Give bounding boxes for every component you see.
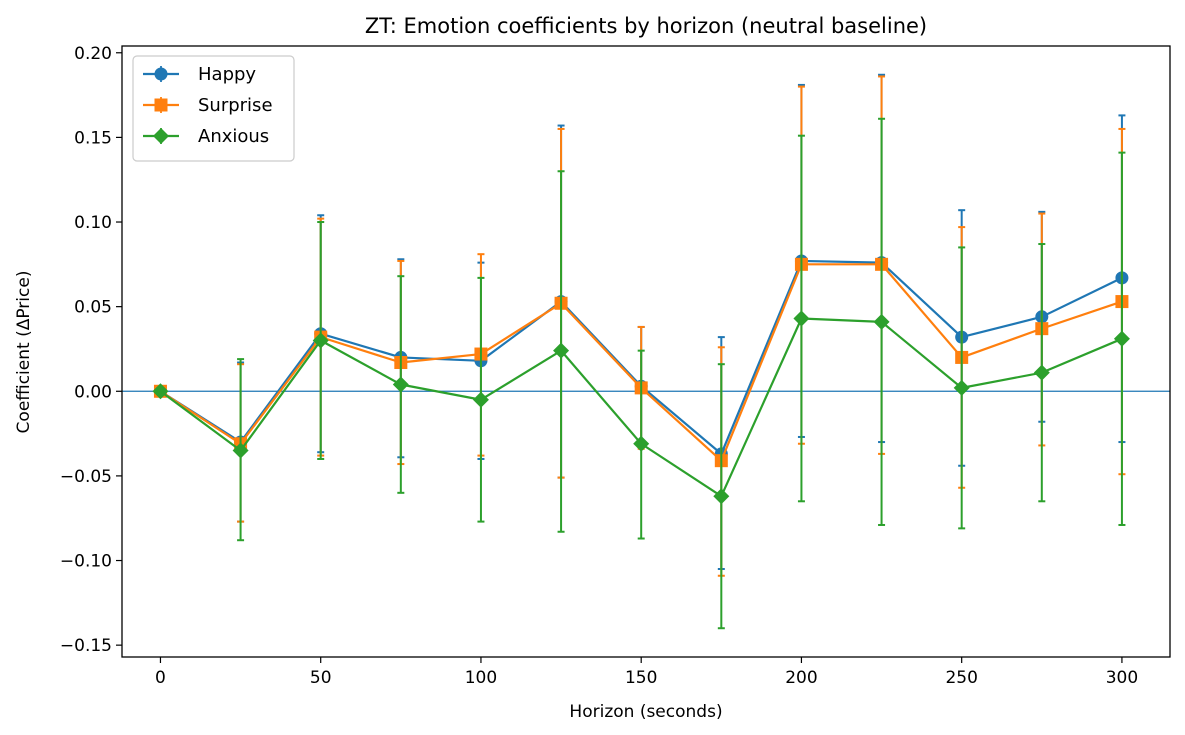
- legend-marker-surprise: [154, 98, 168, 112]
- data-point-anxious: [152, 383, 169, 400]
- x-tick-label: 50: [310, 668, 332, 688]
- x-axis-label: Horizon (seconds): [569, 702, 722, 722]
- y-axis: −0.15 −0.10 −0.05 0.00 0.05 0.10 0.15 0.20: [60, 44, 122, 656]
- x-tick-label: 100: [465, 668, 497, 688]
- plot-frame: [121, 45, 1171, 658]
- x-tick-label: 300: [1106, 668, 1138, 688]
- y-tick-label: 0.10: [74, 213, 112, 233]
- legend-entry-surprise: Surprise: [143, 95, 273, 116]
- legend-marker-happy: [154, 67, 168, 81]
- data-point-anxious: [633, 435, 650, 452]
- x-axis: 0 50 100 150 200 250 300: [155, 657, 1138, 688]
- y-tick-label: −0.10: [60, 552, 112, 572]
- legend-label-anxious: Anxious: [198, 126, 269, 147]
- y-tick-label: −0.05: [60, 467, 112, 487]
- plot-area: [121, 45, 1171, 658]
- data-point-anxious: [793, 310, 810, 327]
- data-point-anxious: [232, 442, 249, 459]
- y-tick-label: −0.15: [60, 636, 112, 656]
- data-point-anxious: [713, 488, 730, 505]
- series-layer: [152, 73, 1130, 630]
- y-tick-label: 0.15: [74, 128, 112, 148]
- y-tick-label: 0.05: [74, 298, 112, 318]
- legend: Happy Surprise Anxious: [132, 55, 295, 162]
- data-point-anxious: [392, 376, 409, 393]
- y-tick-label: 0.00: [74, 382, 112, 402]
- data-point-anxious: [1033, 364, 1050, 381]
- data-point-anxious: [312, 332, 329, 349]
- x-tick-label: 250: [945, 668, 977, 688]
- x-tick-label: 200: [785, 668, 817, 688]
- legend-entry-happy: Happy: [143, 64, 256, 85]
- legend-marker-anxious: [153, 128, 169, 144]
- legend-entry-anxious: Anxious: [143, 126, 269, 147]
- chart-title: ZT: Emotion coefficients by horizon (neu…: [365, 14, 927, 38]
- x-tick-label: 150: [625, 668, 657, 688]
- data-point-anxious: [472, 391, 489, 408]
- y-tick-label: 0.20: [74, 44, 112, 64]
- y-axis-label: Coefficient (ΔPrice): [14, 271, 34, 434]
- data-point-anxious: [553, 342, 570, 359]
- x-tick-label: 0: [155, 668, 166, 688]
- data-point-anxious: [953, 379, 970, 396]
- series-anxious: [152, 117, 1130, 630]
- data-point-anxious: [873, 313, 890, 330]
- data-point-anxious: [1113, 330, 1130, 347]
- legend-label-surprise: Surprise: [198, 95, 273, 116]
- legend-label-happy: Happy: [198, 64, 256, 85]
- legend-box: [132, 55, 295, 162]
